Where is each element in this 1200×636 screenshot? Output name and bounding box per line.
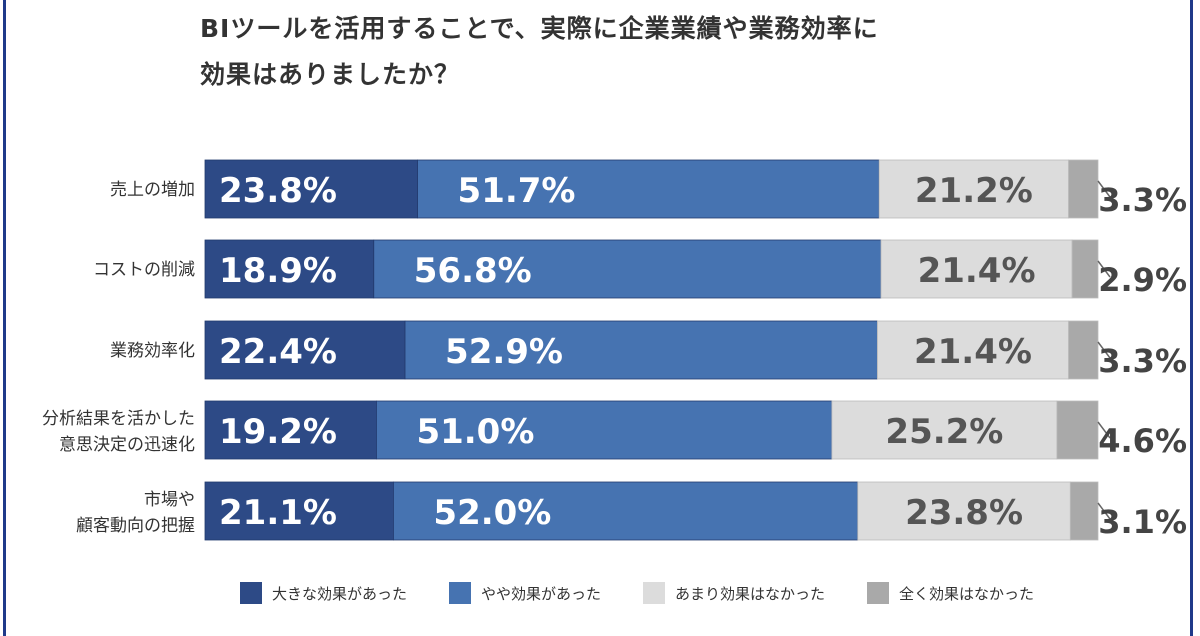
bar-segment <box>880 239 1073 299</box>
title-line: 効果はありましたか？ <box>200 60 461 89</box>
leader-line <box>1097 260 1111 278</box>
bar-segment <box>204 320 406 380</box>
bar-segment <box>204 239 375 299</box>
data-label: 51.0% <box>416 412 534 452</box>
legend-label: やや効果があった <box>481 584 602 603</box>
title-line: BIツールを活用することで、実際に企業業績や業務効率に <box>200 14 879 43</box>
data-label: 21.2% <box>915 171 1033 211</box>
category-label: 分析結果を活かした <box>42 409 195 429</box>
data-label: 21.4% <box>914 332 1032 372</box>
category-label: 業務効率化 <box>110 341 195 361</box>
bar-segment <box>831 400 1058 460</box>
legend-item: 大きな効果があった <box>240 582 407 604</box>
data-label: 25.2% <box>885 412 1003 452</box>
category-label: 売上の増加 <box>110 180 195 200</box>
data-label: 52.9% <box>445 332 563 372</box>
bar-segment <box>1068 320 1099 380</box>
data-label: 23.8% <box>219 171 337 211</box>
legend-swatch <box>240 582 262 604</box>
bar-segment <box>1069 481 1099 541</box>
chart-title: BIツールを活用することで、実際に企業業績や業務効率に 効果はありましたか？ <box>200 6 879 98</box>
legend-label: 大きな効果があった <box>272 584 408 603</box>
legend-label: 全く効果はなかった <box>899 584 1035 603</box>
bar-segment <box>417 159 880 219</box>
category-label: 意思決定の迅速化 <box>59 435 195 455</box>
bar-segment <box>393 481 859 541</box>
data-label: 19.2% <box>219 412 337 452</box>
bar-segment <box>1056 400 1099 460</box>
leader-line <box>1097 180 1111 198</box>
leader-line <box>1097 502 1111 520</box>
data-label: 56.8% <box>414 251 532 291</box>
bar-segment <box>857 481 1071 541</box>
legend: 大きな効果があった やや効果があった あまり効果はなかった 全く効果はなかった <box>240 582 1076 604</box>
bar-segment <box>204 400 377 460</box>
data-label: 51.7% <box>458 171 576 211</box>
leader-line <box>1097 421 1111 439</box>
category-label: コストの削減 <box>93 260 195 280</box>
data-label: 3.3% <box>1098 181 1187 219</box>
data-label: 3.3% <box>1098 342 1187 380</box>
bar-segment <box>404 320 878 380</box>
data-label: 18.9% <box>219 251 337 291</box>
chart-frame <box>3 0 1193 636</box>
legend-item: あまり効果はなかった <box>643 582 825 604</box>
data-label: 22.4% <box>219 332 337 372</box>
legend-label: あまり効果はなかった <box>675 584 826 603</box>
bar-segment <box>204 481 394 541</box>
data-label: 2.9% <box>1098 261 1187 299</box>
leader-line <box>1097 341 1111 359</box>
data-label: 52.0% <box>433 493 551 533</box>
data-label: 23.8% <box>905 493 1023 533</box>
bar-segment <box>373 239 882 299</box>
legend-item: 全く効果はなかった <box>867 582 1034 604</box>
data-label: 3.1% <box>1098 503 1187 541</box>
legend-swatch <box>867 582 890 604</box>
bar-segment <box>1068 159 1099 219</box>
bar-segment <box>1071 239 1099 299</box>
category-label: 市場や <box>144 490 195 510</box>
bar-segment <box>376 400 833 460</box>
legend-swatch <box>643 582 666 604</box>
data-label: 21.1% <box>219 493 337 533</box>
bar-segment <box>878 159 1069 219</box>
category-label: 顧客動向の把握 <box>76 516 195 536</box>
data-label: 4.6% <box>1098 422 1187 460</box>
legend-swatch <box>449 582 472 604</box>
legend-item: やや効果があった <box>449 582 601 604</box>
data-label: 21.4% <box>918 251 1036 291</box>
